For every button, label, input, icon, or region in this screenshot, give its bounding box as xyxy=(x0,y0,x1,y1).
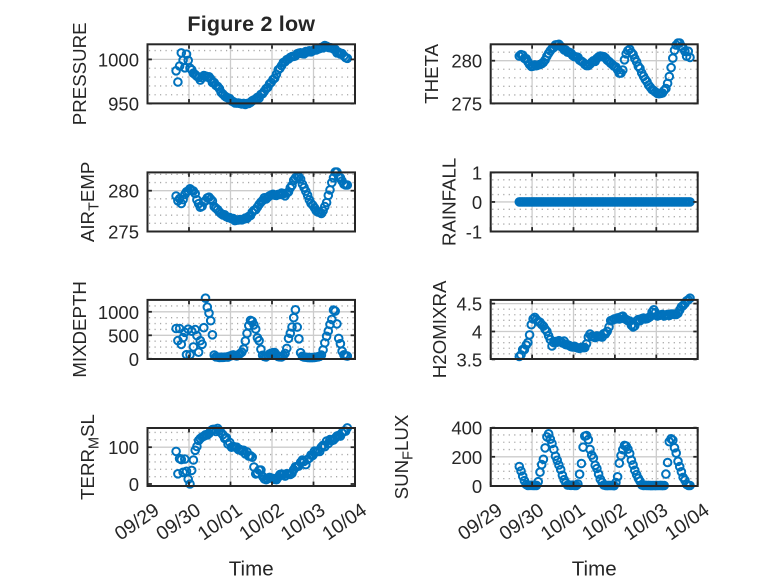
svg-text:500: 500 xyxy=(108,325,139,346)
svg-text:Time: Time xyxy=(572,558,617,581)
svg-text:950: 950 xyxy=(108,94,139,115)
svg-text:280: 280 xyxy=(108,181,139,202)
svg-text:0: 0 xyxy=(472,476,482,497)
svg-text:THETA: THETA xyxy=(421,43,442,103)
svg-text:275: 275 xyxy=(451,93,482,114)
svg-text:Figure 2 low: Figure 2 low xyxy=(187,12,315,36)
svg-text:1000: 1000 xyxy=(98,302,139,323)
svg-text:4: 4 xyxy=(472,322,482,343)
svg-text:Time: Time xyxy=(229,558,274,581)
svg-text:200: 200 xyxy=(451,447,482,468)
svg-text:-1: -1 xyxy=(466,222,482,243)
svg-text:0: 0 xyxy=(472,192,482,213)
svg-text:400: 400 xyxy=(451,418,482,439)
svg-text:PRESSURE: PRESSURE xyxy=(69,22,90,125)
svg-text:4.5: 4.5 xyxy=(456,294,482,315)
svg-text:0: 0 xyxy=(129,474,139,495)
svg-text:H2OMIXRA: H2OMIXRA xyxy=(429,280,450,378)
svg-text:100: 100 xyxy=(108,437,139,458)
svg-text:RAINFALL: RAINFALL xyxy=(439,158,460,246)
svg-text:280: 280 xyxy=(451,51,482,72)
svg-text:1: 1 xyxy=(472,162,482,183)
svg-text:1000: 1000 xyxy=(98,49,139,70)
svg-text:3.5: 3.5 xyxy=(456,349,482,370)
svg-text:MIXDEPTH: MIXDEPTH xyxy=(69,281,90,378)
svg-text:0: 0 xyxy=(129,349,139,370)
svg-text:275: 275 xyxy=(108,222,139,243)
